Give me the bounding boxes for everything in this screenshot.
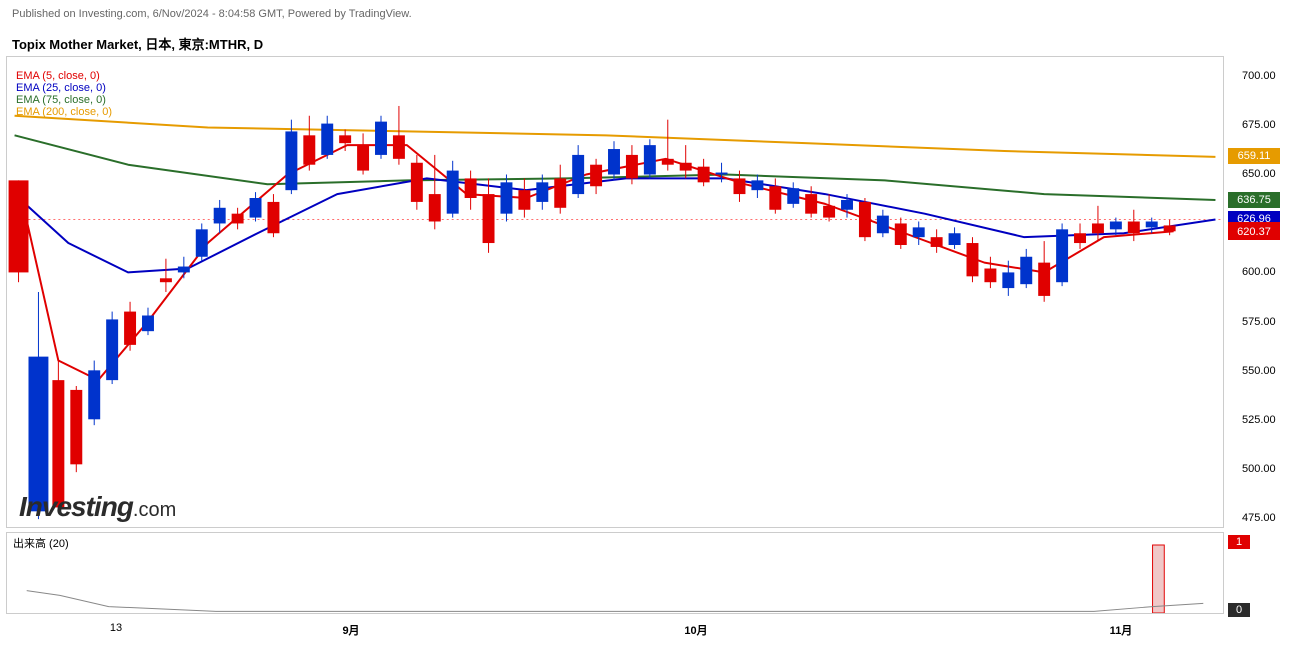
- price-tag: 659.11: [1228, 148, 1280, 164]
- price-tag: 636.75: [1228, 192, 1280, 208]
- volume-svg: [7, 533, 1223, 613]
- y-axis: 475.00500.00525.00550.00575.00600.00625.…: [1224, 56, 1306, 528]
- chart-title: Topix Mother Market, 日本, 東京:MTHR, D: [12, 34, 263, 53]
- x-tick: 13: [110, 622, 122, 634]
- y-tick: 500.00: [1242, 463, 1276, 475]
- price-chart-svg: [7, 57, 1223, 527]
- volume-tag: 0: [1228, 603, 1250, 617]
- y-tick: 700.00: [1242, 70, 1276, 82]
- watermark-main: Investing: [19, 491, 133, 522]
- volume-label: 出来高 (20): [13, 535, 69, 551]
- price-tag: 620.37: [1228, 224, 1280, 240]
- publish-header: Published on Investing.com, 6/Nov/2024 -…: [12, 8, 412, 20]
- y-tick: 600.00: [1242, 266, 1276, 278]
- y-tick: 550.00: [1242, 365, 1276, 377]
- volume-y-axis: 10: [1224, 532, 1306, 614]
- y-tick: 575.00: [1242, 316, 1276, 328]
- x-tick: 9月: [342, 622, 359, 638]
- watermark-suffix: .com: [133, 499, 176, 521]
- y-tick: 675.00: [1242, 119, 1276, 131]
- watermark-logo: Investing.com: [19, 491, 176, 523]
- x-axis: 13 9月 10月 11月: [6, 618, 1224, 648]
- y-tick: 475.00: [1242, 512, 1276, 524]
- volume-tag: 1: [1228, 535, 1250, 549]
- x-tick: 11月: [1110, 622, 1133, 638]
- x-tick: 10月: [684, 622, 707, 638]
- price-chart[interactable]: Investing.com: [6, 56, 1224, 528]
- y-tick: 525.00: [1242, 414, 1276, 426]
- y-tick: 650.00: [1242, 168, 1276, 180]
- volume-chart[interactable]: 出来高 (20): [6, 532, 1224, 614]
